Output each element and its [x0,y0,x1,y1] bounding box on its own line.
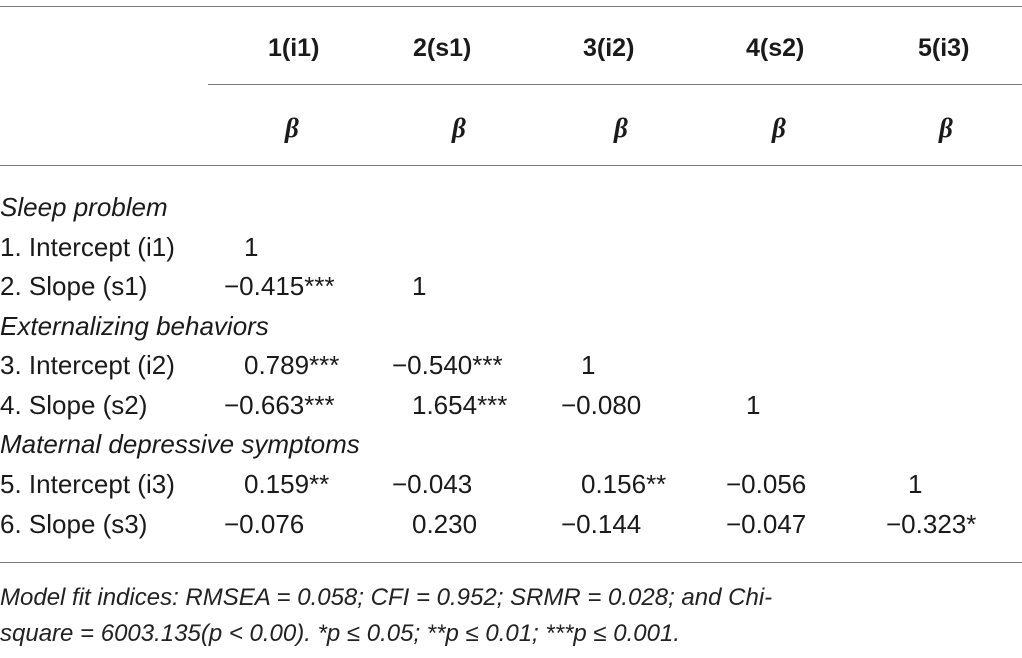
column-header-3: 3(i2) [583,34,635,62]
column-header-5: 5(i3) [918,34,970,62]
cell-value: −0.076 [224,509,305,539]
beta-header-5: β [939,113,953,143]
cell-value: 1.654*** [412,390,508,420]
cell-value: −0.047 [726,509,807,539]
cell-value: −0.323* [886,509,977,539]
cell-value: −0.663*** [224,390,335,420]
footnote-line-2: square = 6003.135(p < 0.00). *p ≤ 0.05; … [0,620,680,647]
cell-value: −0.080 [561,390,642,420]
beta-header-1: β [285,113,299,143]
cell-value: 1 [412,271,427,301]
cell-value: 0.159** [244,469,330,499]
beta-header-3: β [614,113,628,143]
cell-value: −0.144 [561,509,642,539]
section-title-sleep: Sleep problem [0,192,168,222]
cell-value: 1 [746,390,761,420]
row-label: 3. Intercept (i2) [0,350,175,380]
cell-value: −0.540*** [392,350,503,380]
cell-value: −0.056 [726,469,807,499]
row-label: 4. Slope (s2) [0,390,148,420]
top-rule [0,6,1022,7]
cell-value: −0.043 [392,469,473,499]
column-group-rule [208,84,1022,85]
column-header-4: 4(s2) [746,34,805,62]
header-bottom-rule [0,165,1022,166]
section-title-maternal: Maternal depressive symptoms [0,429,360,459]
row-label: 2. Slope (s1) [0,271,148,301]
cell-value: 0.789*** [244,350,340,380]
footnote-line-1: Model fit indices: RMSEA = 0.058; CFI = … [0,584,773,611]
row-label: 5. Intercept (i3) [0,469,175,499]
table-bottom-rule [0,562,1022,563]
cell-value: 1 [581,350,596,380]
beta-header-2: β [452,113,466,143]
column-header-1: 1(i1) [268,34,320,62]
cell-value: 1 [244,232,259,262]
row-label: 1. Intercept (i1) [0,232,175,262]
column-header-2: 2(s1) [413,34,472,62]
beta-header-4: β [772,113,786,143]
cell-value: 1 [908,469,923,499]
row-label: 6. Slope (s3) [0,509,148,539]
cell-value: 0.230 [412,509,478,539]
cell-value: −0.415*** [224,271,335,301]
cell-value: 0.156** [581,469,667,499]
table-footnote: Model fit indices: RMSEA = 0.058; CFI = … [0,580,1000,652]
section-title-externalizing: Externalizing behaviors [0,311,269,341]
